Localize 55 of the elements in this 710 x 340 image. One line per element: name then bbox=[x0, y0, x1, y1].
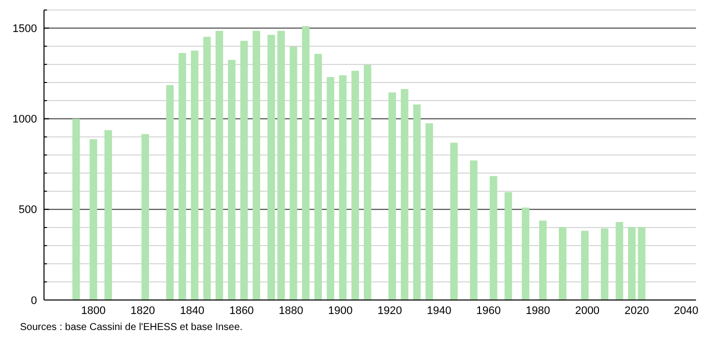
bar bbox=[290, 46, 298, 300]
bar bbox=[600, 228, 608, 300]
bar bbox=[522, 208, 530, 300]
bar bbox=[228, 60, 236, 300]
bar bbox=[388, 92, 396, 300]
bar bbox=[104, 130, 112, 300]
bar bbox=[302, 26, 310, 300]
bar bbox=[190, 50, 198, 300]
bar bbox=[267, 34, 275, 300]
x-tick-label: 1920 bbox=[378, 305, 402, 317]
y-tick-label: 500 bbox=[18, 204, 37, 216]
bar bbox=[470, 160, 478, 300]
bar bbox=[400, 89, 408, 300]
bar bbox=[558, 226, 566, 300]
bar bbox=[616, 222, 624, 300]
x-tick-label: 1860 bbox=[229, 305, 254, 317]
bar bbox=[539, 220, 547, 300]
bar bbox=[364, 64, 372, 300]
bar bbox=[339, 75, 347, 300]
bar bbox=[351, 70, 359, 300]
bar bbox=[326, 77, 334, 300]
x-tick-label: 1840 bbox=[180, 305, 204, 317]
x-tick-label: 2040 bbox=[674, 305, 698, 317]
bar bbox=[142, 134, 150, 300]
bar bbox=[638, 226, 646, 300]
bar bbox=[277, 30, 285, 300]
x-tick-label: 1960 bbox=[476, 305, 501, 317]
y-tick-label: 0 bbox=[30, 294, 37, 307]
x-tick-label: 1980 bbox=[526, 305, 550, 317]
x-tick-label: 1940 bbox=[426, 305, 452, 317]
bar bbox=[426, 123, 434, 300]
x-tick-label: 2020 bbox=[624, 305, 649, 317]
bar bbox=[413, 104, 421, 300]
y-tick-label: 1000 bbox=[12, 114, 37, 126]
source-note: Sources : base Cassini de l'EHESS et base Insee. bbox=[20, 322, 243, 333]
bar bbox=[581, 230, 589, 300]
y-tick-label: 1500 bbox=[12, 22, 37, 35]
bar bbox=[216, 30, 224, 300]
x-tick-label: 1820 bbox=[130, 305, 156, 317]
x-tick-label: 1800 bbox=[81, 305, 106, 317]
bar bbox=[504, 192, 512, 300]
bar bbox=[252, 30, 260, 300]
x-tick-label: 2000 bbox=[575, 305, 600, 317]
x-tick-label: 1900 bbox=[328, 305, 353, 317]
bar bbox=[90, 139, 98, 300]
bar bbox=[450, 142, 458, 300]
bar bbox=[72, 118, 80, 300]
bar bbox=[314, 54, 322, 300]
bar bbox=[178, 52, 186, 300]
bar bbox=[628, 226, 636, 300]
bar bbox=[203, 36, 211, 300]
bar bbox=[166, 85, 174, 300]
bar bbox=[240, 40, 248, 300]
x-tick-label: 1880 bbox=[278, 305, 304, 317]
bar bbox=[490, 176, 498, 300]
